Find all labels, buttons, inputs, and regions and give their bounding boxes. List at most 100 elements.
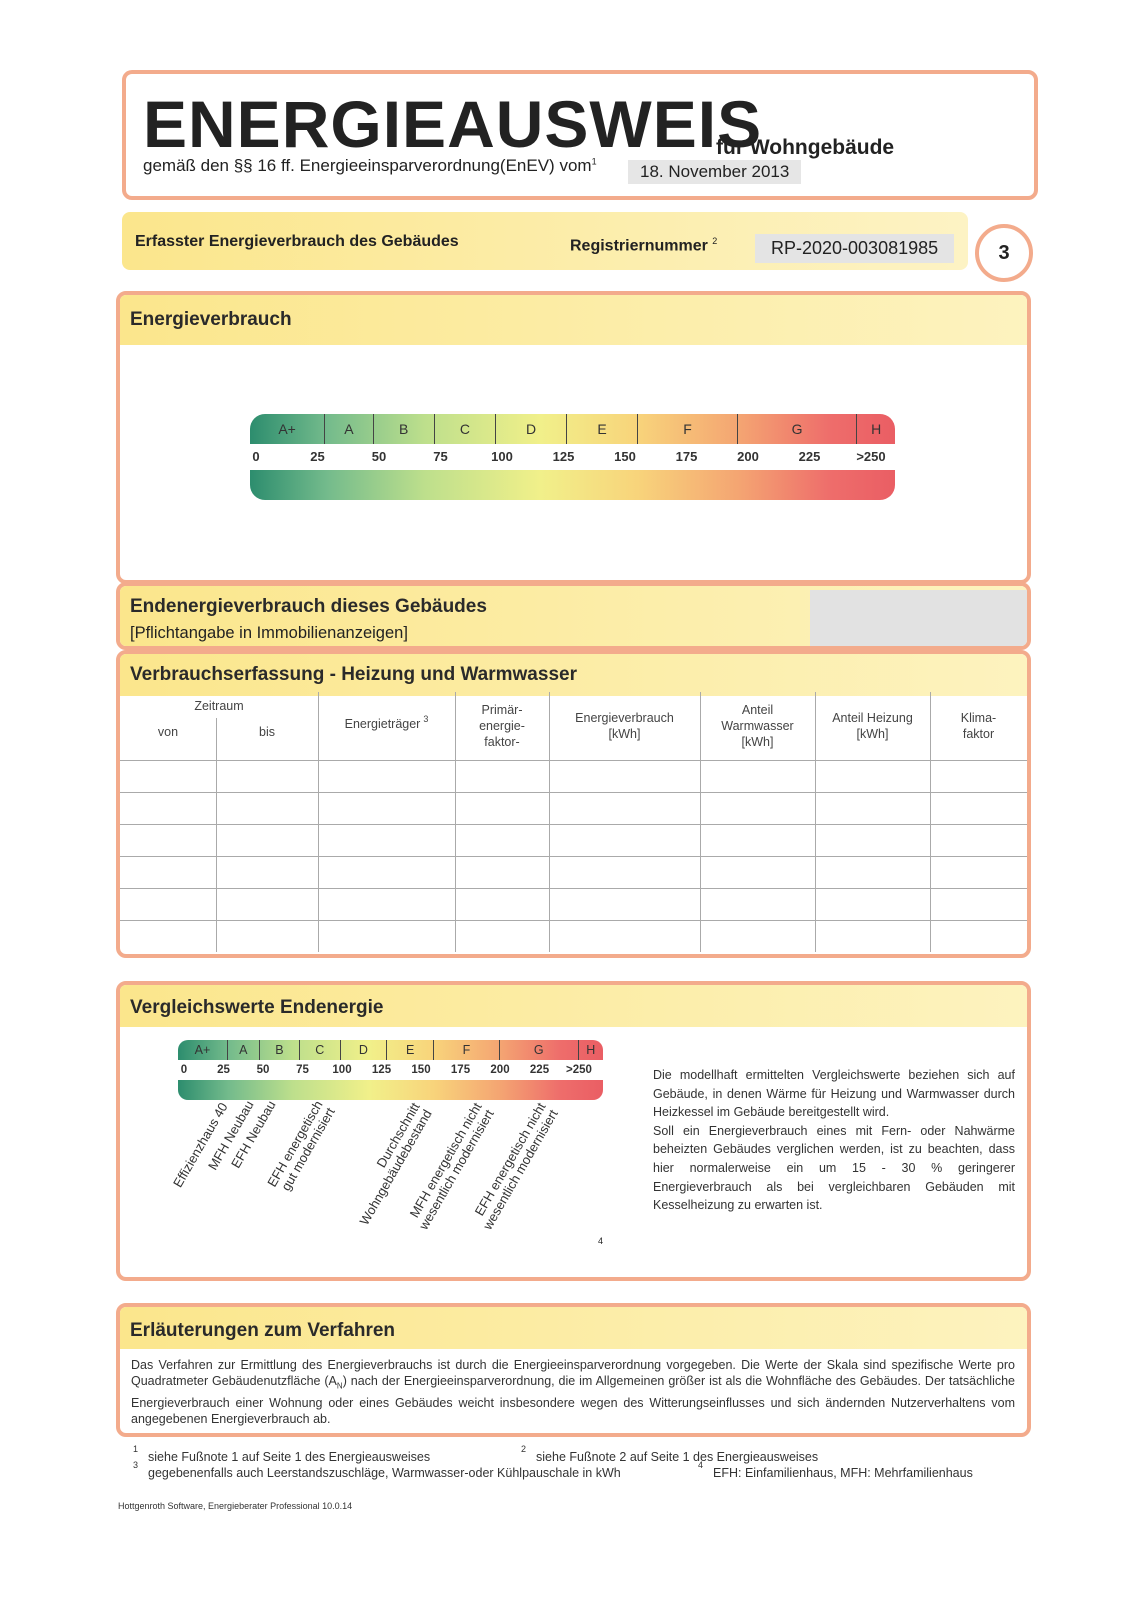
- class-label: A: [324, 414, 372, 444]
- footnote-mark: 3: [133, 1460, 139, 1470]
- footnote-mark: 3: [423, 714, 429, 724]
- scale-tick: >250: [856, 449, 886, 464]
- scale-tick: 175: [675, 449, 698, 464]
- footnote-text: EFH: Einfamilienhaus, MFH: Mehrfamilienh…: [713, 1466, 973, 1481]
- footnote-text: siehe Fußnote 2 auf Seite 1 des Energiea…: [536, 1450, 819, 1465]
- class-label: C: [433, 414, 495, 444]
- class-label: B: [258, 1040, 299, 1060]
- table-rule: [120, 760, 1027, 761]
- footnote-mark: 2: [712, 236, 718, 246]
- issue-date: 18. November 2013: [628, 160, 802, 184]
- recording-box: Verbrauchserfassung - Heizung und Warmwa…: [116, 650, 1031, 958]
- class-label: E: [386, 1040, 433, 1060]
- registration-label: Registriernummer 2: [570, 236, 717, 255]
- scale-tick: >250: [566, 1064, 592, 1076]
- section-header: Erläuterungen zum Verfahren: [120, 1307, 1027, 1349]
- class-label: H: [856, 414, 895, 444]
- document-subtitle: für Wohngebäude: [716, 136, 895, 159]
- scale-tick: 75: [296, 1064, 309, 1076]
- scale-tick: 225: [798, 449, 821, 464]
- text: ) nach der Energieeinsparverordnung, die…: [131, 1374, 1015, 1426]
- section-header: Endenergieverbrauch dieses Gebäudes [Pfl…: [120, 586, 1027, 646]
- class-strip: A+ A B C D E F G H: [250, 414, 895, 444]
- class-label: D: [495, 414, 566, 444]
- class-label: A+: [194, 1043, 211, 1057]
- section-header: Verbrauchserfassung - Heizung und Warmwa…: [120, 654, 1027, 696]
- scale-bar: [178, 1080, 603, 1100]
- document-title: ENERGIEAUSWEIS: [143, 87, 763, 161]
- scale-tick: 75: [433, 449, 448, 464]
- footnote-text: gegebenenfalls auch Leerstandszuschläge,…: [148, 1466, 621, 1481]
- table-rule: [120, 792, 1027, 793]
- scale-tick: 150: [411, 1064, 431, 1076]
- scale-tick: 125: [552, 449, 575, 464]
- column-header: Energieträger 3: [318, 692, 455, 756]
- summary-label: Erfasster Energieverbrauch des Gebäudes: [135, 233, 459, 250]
- table-rule: [318, 692, 319, 952]
- registration-number: RP-2020-003081985: [755, 234, 955, 263]
- section-title: Verbrauchserfassung - Heizung und Warmwa…: [130, 664, 577, 685]
- table-rule: [120, 888, 1027, 889]
- class-label: F: [433, 1040, 499, 1060]
- section-header: Energieverbrauch: [120, 295, 1027, 345]
- page-number: 3: [975, 224, 1033, 282]
- class-label: G: [736, 414, 856, 444]
- scale-tick: 225: [529, 1064, 550, 1076]
- scale-tick: 25: [310, 449, 325, 464]
- scale-tick: 100: [491, 449, 513, 464]
- scale-tick: 150: [614, 449, 636, 464]
- table-rule: [120, 856, 1027, 857]
- scale-tick: 125: [371, 1064, 392, 1076]
- footnote-mark: 4: [598, 1236, 604, 1246]
- class-label: B: [372, 414, 434, 444]
- value-field: [810, 590, 1027, 646]
- class-label: C: [299, 1040, 339, 1060]
- text: Das Verfahren zur Ermittlung des Energie…: [131, 1358, 1015, 1388]
- column-header: Anteil Warmwasser [kWh]: [721, 703, 794, 749]
- section-header: Vergleichswerte Endenergie: [120, 985, 1027, 1027]
- table-rule: [455, 692, 456, 952]
- energy-scale: A+ A B C D E F G H 0 25 50 75 100 125 150 175 200 225 >250: [178, 1040, 603, 1100]
- footnote: 2 siehe Fußnote 2 auf Seite 1 des Energie…: [521, 1444, 819, 1465]
- footnote: 3 gegebenenfalls auch Leerstandszuschläge…: [133, 1460, 621, 1481]
- software-credit: Hottgenroth Software, Energieberater Pro…: [118, 1501, 353, 1511]
- class-label: D: [339, 1040, 387, 1060]
- column-header: bis: [259, 725, 275, 739]
- footnote: 1 siehe Fußnote 1 auf Seite 1 des Energie…: [133, 1444, 431, 1465]
- header-box: [122, 70, 1038, 200]
- scale-bar: [250, 470, 895, 500]
- footnote-mark: 4: [698, 1460, 704, 1470]
- column-header: Zeitraum: [194, 699, 244, 713]
- column-header: Klima- faktor: [960, 711, 997, 741]
- energy-scale: A+ A B C D E F G H 0 25 50 75 100 125 150 175 200 225 >250: [250, 414, 895, 500]
- registration-label-text: Registriernummer: [570, 237, 708, 255]
- table-rule: [930, 692, 931, 952]
- scale-tick: 100: [332, 1064, 352, 1076]
- explanation-box: Erläuterungen zum Verfahren Das Verfahre…: [116, 1303, 1031, 1437]
- column-header: Anteil Heizung [kWh]: [832, 711, 913, 741]
- section-title: Erläuterungen zum Verfahren: [130, 1320, 396, 1341]
- paragraph: Die modellhaft ermittelten Vergleichswer…: [653, 1068, 1015, 1120]
- class-label: F: [637, 414, 737, 444]
- table-rule: [815, 692, 816, 952]
- scale-tick: 0: [252, 449, 260, 464]
- scale-tick: 200: [490, 1064, 510, 1076]
- table-rule: [120, 920, 1027, 921]
- table-rule: [216, 718, 217, 952]
- section-title: Vergleichswerte Endenergie: [130, 997, 384, 1018]
- comparison-box: Vergleichswerte Endenergie: [116, 981, 1031, 1281]
- footnote-text: siehe Fußnote 1 auf Seite 1 des Energiea…: [148, 1450, 431, 1465]
- class-label: G: [498, 1040, 578, 1060]
- subscript: N: [336, 1381, 343, 1391]
- legal-basis: gemäß den §§ 16 ff. Energieeinsparverord…: [143, 156, 597, 176]
- footnote-mark: 2: [521, 1444, 527, 1454]
- scale-tick: 25: [217, 1064, 230, 1076]
- explanation-text: Das Verfahren zur Ermittlung des Energie…: [131, 1357, 1015, 1427]
- scale-tick: 50: [371, 449, 387, 464]
- table-rule: [120, 824, 1027, 825]
- column-header-text: Energieträger: [344, 717, 421, 731]
- legal-basis-text: gemäß den §§ 16 ff. Energieeinsparverord…: [143, 156, 592, 175]
- table-rule: [700, 692, 701, 952]
- scale-tick: 200: [737, 449, 759, 464]
- footnote-mark: 1: [133, 1444, 139, 1454]
